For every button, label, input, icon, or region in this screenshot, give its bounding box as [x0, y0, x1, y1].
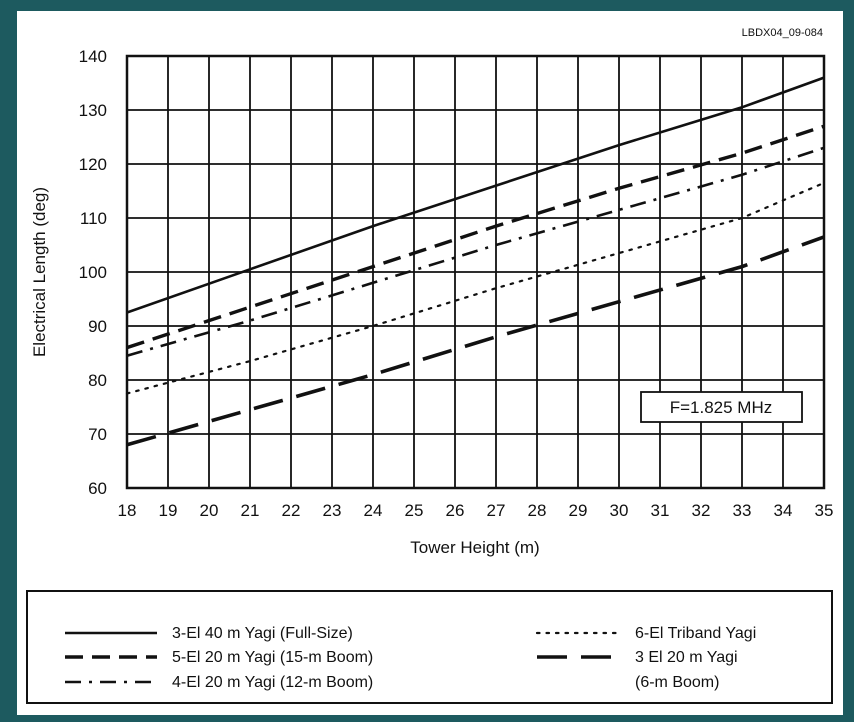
legend-label-5: 3 El 20 m Yagi (6-m Boom)	[635, 649, 738, 691]
legend-frame	[26, 590, 833, 704]
series-line-1	[126, 76, 825, 314]
x-tick-label: 30	[610, 501, 629, 520]
series-line-4	[125, 181, 826, 395]
series-line-2	[126, 124, 825, 350]
legend-label-4: 6-El Triband Yagi	[635, 625, 756, 642]
figure-id: LBDX04_09-084	[742, 27, 823, 39]
x-tick-label: 20	[200, 501, 219, 520]
x-tick-label: 26	[446, 501, 465, 520]
y-axis-title: Electrical Length (deg)	[30, 187, 49, 357]
x-tick-label: 25	[405, 501, 424, 520]
legend-label-3: 4-El 20 m Yagi (12-m Boom)	[172, 674, 373, 691]
x-tick-label: 24	[364, 501, 383, 520]
y-tick-label: 140	[79, 47, 107, 66]
line-chart: LBDX04_09-084 18 19 20 21 22 23 24 25 26 27 28 29 30…	[26, 27, 834, 704]
legend-label-1: 3-El 40 m Yagi (Full-Size)	[172, 625, 353, 642]
series-lines	[125, 76, 826, 447]
legend-label-2: 5-El 20 m Yagi (15-m Boom)	[172, 649, 373, 666]
y-tick-label: 80	[88, 371, 107, 390]
frequency-note-box	[640, 391, 803, 423]
y-tick-label: 70	[88, 425, 107, 444]
series-line-5	[126, 235, 825, 447]
x-tick-label: 34	[774, 501, 793, 520]
y-tick-label: 110	[80, 209, 107, 228]
x-tick-label: 22	[282, 501, 301, 520]
series-line-3	[126, 146, 825, 357]
frequency-note: F=1.825 MHz	[670, 398, 773, 417]
x-tick-label: 19	[159, 501, 178, 520]
x-axis-title: Tower Height (m)	[410, 538, 539, 557]
x-tick-label: 18	[118, 501, 137, 520]
y-tick-labels: 60 70 80 90 100 110 120 130 140	[79, 47, 107, 498]
x-tick-label: 28	[528, 501, 547, 520]
x-tick-label: 23	[323, 501, 342, 520]
y-tick-label: 120	[79, 155, 107, 174]
x-tick-label: 21	[241, 501, 260, 520]
y-tick-label: 130	[79, 101, 107, 120]
x-tick-label: 27	[487, 501, 506, 520]
x-tick-label: 33	[733, 501, 752, 520]
x-tick-label: 35	[815, 501, 834, 520]
plot-frame	[125, 54, 826, 490]
y-tick-label: 60	[88, 479, 107, 498]
x-tick-label: 32	[692, 501, 711, 520]
y-tick-label: 100	[79, 263, 107, 282]
figure-panel: LBDX04_09-084 18 19 20 21 22 23 24 25 26 27 28 29 30…	[17, 11, 843, 715]
x-tick-label: 29	[569, 501, 588, 520]
y-tick-label: 90	[88, 317, 107, 336]
legend: 3-El 40 m Yagi (Full-Size) 5-El 20 m Yagi…	[65, 625, 756, 691]
x-tick-label: 31	[651, 501, 670, 520]
x-tick-labels: 18 19 20 21 22 23 24 25 26 27 28 29 30 31 32 33 34 35	[118, 501, 834, 520]
